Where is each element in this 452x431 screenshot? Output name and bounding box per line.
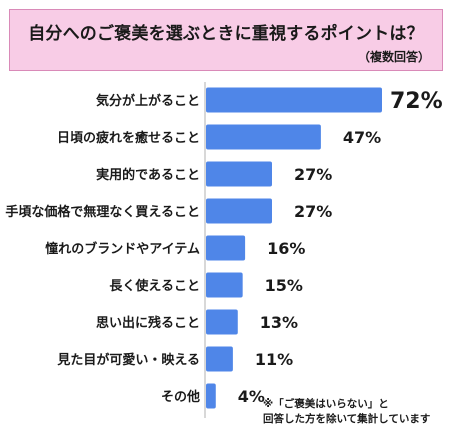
bar	[206, 198, 272, 224]
category-label: 長く使えること	[109, 278, 200, 294]
footnote-line-1: ※「ご褒美はいらない」と	[263, 398, 389, 410]
bar	[206, 124, 321, 150]
bar	[206, 346, 233, 372]
value-label: 27%	[294, 202, 332, 221]
category-label: 日頃の疲れを癒せること	[57, 130, 200, 146]
value-label: 72%	[390, 89, 443, 114]
chart-subtitle: （複数回答）	[357, 50, 430, 64]
value-label: 11%	[255, 350, 293, 369]
footnote-line-2: 回答した方を除いて集計しています	[263, 413, 431, 425]
value-label: 13%	[260, 313, 298, 332]
title-box: 自分へのご褒美を選ぶときに重視するポイントは？ （複数回答）	[9, 9, 443, 71]
category-label: その他	[161, 389, 200, 405]
value-label: 4%	[238, 387, 265, 406]
bar	[206, 235, 246, 261]
category-label: 実用的であること	[96, 167, 200, 183]
category-label: 手頃な価格で無理なく買えること	[5, 204, 200, 220]
category-label: 思い出に残ること	[96, 315, 200, 331]
bar	[206, 383, 216, 409]
category-label: 気分が上がること	[96, 93, 200, 109]
value-label: 15%	[265, 276, 303, 295]
bar	[206, 87, 382, 113]
value-label: 16%	[267, 239, 305, 258]
value-label: 47%	[343, 128, 381, 147]
category-label: 憧れのブランドやアイテム	[45, 241, 200, 257]
bar	[206, 309, 238, 335]
category-label: 見た目が可愛い・映える	[56, 352, 200, 368]
chart-title: 自分へのご褒美を選ぶときに重視するポイントは？	[28, 24, 424, 44]
footnote: ※「ご褒美はいらない」と 回答した方を除いて集計しています	[263, 397, 430, 427]
bar	[206, 272, 243, 298]
bar	[206, 161, 272, 187]
value-label: 27%	[294, 165, 332, 184]
